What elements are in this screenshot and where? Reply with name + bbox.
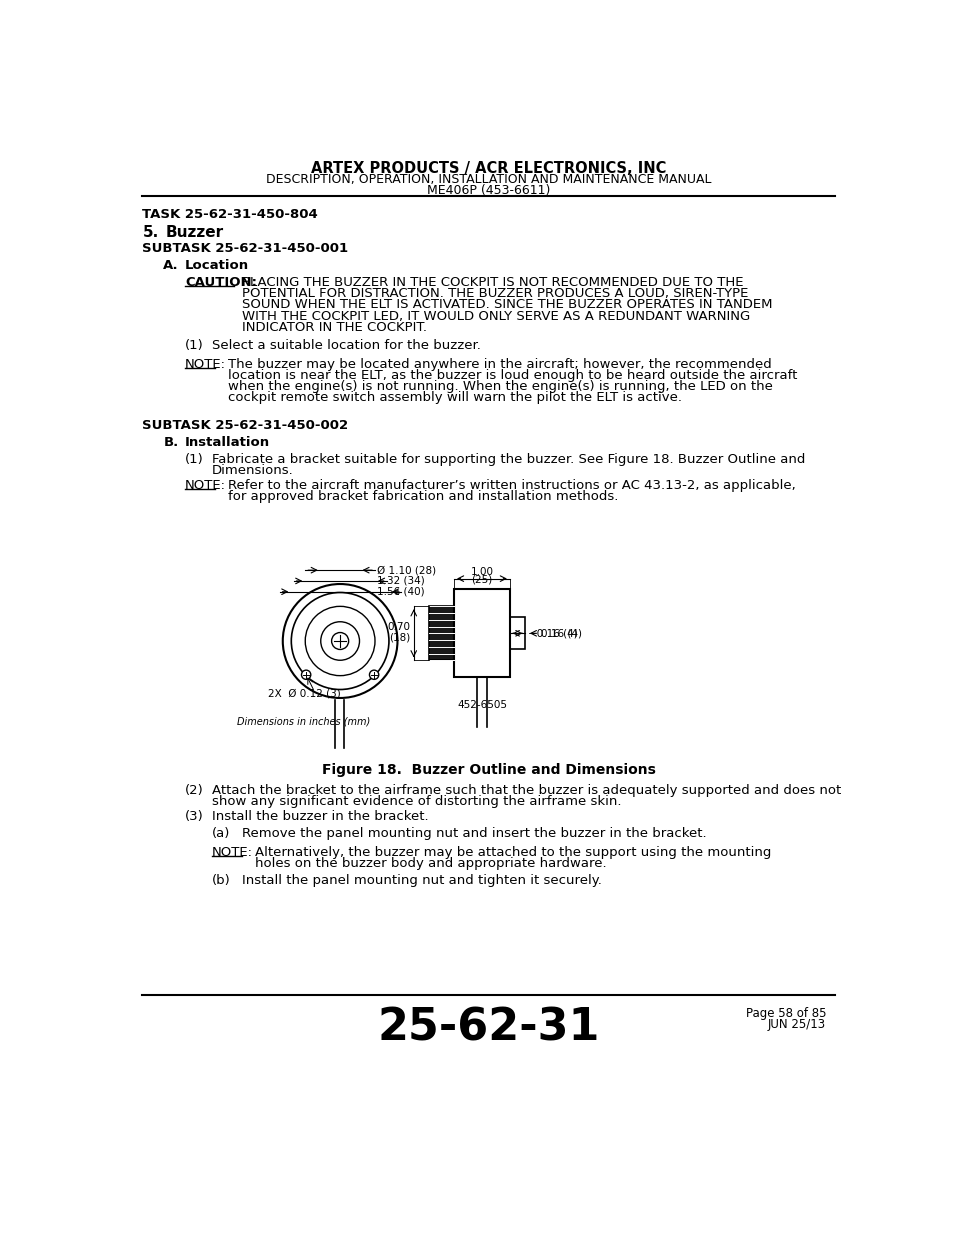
Bar — [429, 606, 454, 661]
Text: (3): (3) — [185, 810, 204, 824]
Text: WITH THE COCKPIT LED, IT WOULD ONLY SERVE AS A REDUNDANT WARNING: WITH THE COCKPIT LED, IT WOULD ONLY SERV… — [241, 310, 749, 322]
Text: PLACING THE BUZZER IN THE COCKPIT IS NOT RECOMMENDED DUE TO THE: PLACING THE BUZZER IN THE COCKPIT IS NOT… — [241, 275, 742, 289]
Text: ARTEX PRODUCTS / ACR ELECTRONICS, INC: ARTEX PRODUCTS / ACR ELECTRONICS, INC — [311, 161, 666, 175]
Text: when the engine(s) is not running. When the engine(s) is running, the LED on the: when the engine(s) is not running. When … — [228, 380, 772, 393]
Text: Alternatively, the buzzer may be attached to the support using the mounting: Alternatively, the buzzer may be attache… — [254, 846, 770, 858]
Text: Fabricate a bracket suitable for supporting the buzzer. See Figure 18. Buzzer Ou: Fabricate a bracket suitable for support… — [212, 453, 804, 466]
Text: NOTE:: NOTE: — [185, 479, 226, 493]
Text: CAUTION:: CAUTION: — [185, 275, 257, 289]
Text: (1): (1) — [185, 453, 204, 466]
Text: JUN 25/13: JUN 25/13 — [767, 1019, 825, 1031]
Text: (a): (a) — [212, 827, 231, 840]
Text: SOUND WHEN THE ELT IS ACTIVATED. SINCE THE BUZZER OPERATES IN TANDEM: SOUND WHEN THE ELT IS ACTIVATED. SINCE T… — [241, 299, 771, 311]
Text: (b): (b) — [212, 873, 231, 887]
Text: Remove the panel mounting nut and insert the buzzer in the bracket.: Remove the panel mounting nut and insert… — [241, 827, 705, 840]
Text: Buzzer: Buzzer — [166, 225, 224, 240]
Text: 5.: 5. — [142, 225, 158, 240]
Text: Install the panel mounting nut and tighten it securely.: Install the panel mounting nut and tight… — [241, 873, 601, 887]
Text: holes on the buzzer body and appropriate hardware.: holes on the buzzer body and appropriate… — [254, 857, 606, 869]
Text: Dimensions.: Dimensions. — [212, 464, 294, 477]
Text: SUBTASK 25-62-31-450-002: SUBTASK 25-62-31-450-002 — [142, 419, 348, 432]
Text: 0.70: 0.70 — [387, 622, 410, 632]
Text: 0.16 (4): 0.16 (4) — [540, 629, 581, 638]
Text: Installation: Installation — [185, 436, 270, 450]
Bar — [509, 618, 525, 650]
Text: 2X  Ø 0.12 (3): 2X Ø 0.12 (3) — [268, 689, 340, 699]
Bar — [454, 589, 509, 677]
Text: (2): (2) — [185, 784, 204, 798]
Text: (25): (25) — [471, 574, 492, 585]
Text: show any significant evidence of distorting the airframe skin.: show any significant evidence of distort… — [212, 795, 621, 809]
Circle shape — [369, 671, 378, 679]
Text: The buzzer may be located anywhere in the aircraft; however, the recommended: The buzzer may be located anywhere in th… — [228, 358, 771, 370]
Text: SUBTASK 25-62-31-450-001: SUBTASK 25-62-31-450-001 — [142, 242, 348, 256]
Text: location is near the ELT, as the buzzer is loud enough to be heard outside the a: location is near the ELT, as the buzzer … — [228, 369, 797, 382]
Text: for approved bracket fabrication and installation methods.: for approved bracket fabrication and ins… — [228, 490, 618, 504]
Text: B.: B. — [163, 436, 178, 450]
Text: 1.56 (40): 1.56 (40) — [377, 587, 424, 597]
Text: Page 58 of 85: Page 58 of 85 — [744, 1007, 825, 1020]
Text: 452-6505: 452-6505 — [456, 700, 506, 710]
Text: (18): (18) — [389, 632, 410, 643]
Text: Figure 18.  Buzzer Outline and Dimensions: Figure 18. Buzzer Outline and Dimensions — [322, 763, 655, 777]
Text: TASK 25-62-31-450-804: TASK 25-62-31-450-804 — [142, 209, 318, 221]
Text: ME406P (453-6611): ME406P (453-6611) — [427, 184, 550, 198]
Text: Location: Location — [185, 259, 249, 272]
Text: −0.16 (4): −0.16 (4) — [528, 629, 578, 638]
Text: 1.00: 1.00 — [470, 567, 493, 577]
Text: Install the buzzer in the bracket.: Install the buzzer in the bracket. — [212, 810, 429, 824]
Text: 1.32 (34): 1.32 (34) — [377, 576, 425, 585]
Text: (1): (1) — [185, 340, 204, 352]
Circle shape — [301, 671, 311, 679]
Text: Attach the bracket to the airframe such that the buzzer is adequately supported : Attach the bracket to the airframe such … — [212, 784, 841, 798]
Text: DESCRIPTION, OPERATION, INSTALLATION AND MAINTENANCE MANUAL: DESCRIPTION, OPERATION, INSTALLATION AND… — [266, 173, 711, 185]
Text: Dimensions in inches (mm): Dimensions in inches (mm) — [236, 716, 370, 726]
Text: INDICATOR IN THE COCKPIT.: INDICATOR IN THE COCKPIT. — [241, 321, 426, 333]
Text: Ø 1.10 (28): Ø 1.10 (28) — [377, 566, 436, 576]
Text: NOTE:: NOTE: — [212, 846, 253, 858]
Text: NOTE:: NOTE: — [185, 358, 226, 370]
Text: POTENTIAL FOR DISTRACTION. THE BUZZER PRODUCES A LOUD, SIREN-TYPE: POTENTIAL FOR DISTRACTION. THE BUZZER PR… — [241, 288, 747, 300]
Text: 25-62-31: 25-62-31 — [377, 1007, 599, 1050]
Text: A.: A. — [163, 259, 179, 272]
Text: Refer to the aircraft manufacturer’s written instructions or AC 43.13-2, as appl: Refer to the aircraft manufacturer’s wri… — [228, 479, 795, 493]
Text: Select a suitable location for the buzzer.: Select a suitable location for the buzze… — [212, 340, 480, 352]
Text: cockpit remote switch assembly will warn the pilot the ELT is active.: cockpit remote switch assembly will warn… — [228, 391, 681, 404]
